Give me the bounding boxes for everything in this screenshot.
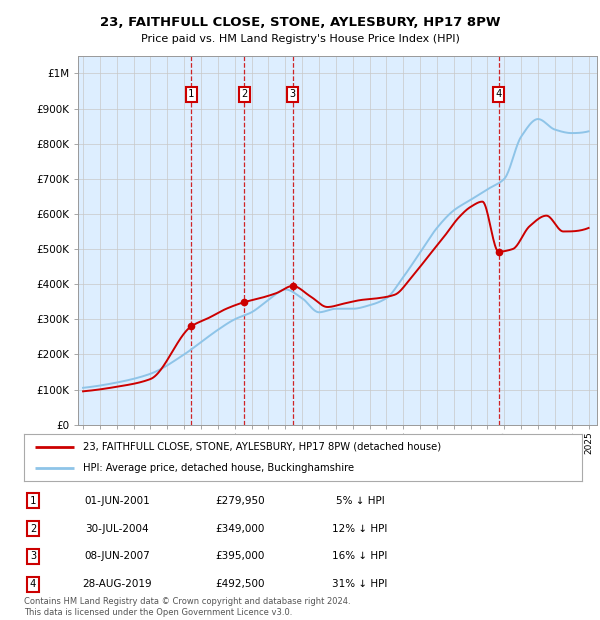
Text: £349,000: £349,000 <box>215 523 265 534</box>
Text: 5% ↓ HPI: 5% ↓ HPI <box>335 495 385 506</box>
Text: Contains HM Land Registry data © Crown copyright and database right 2024.
This d: Contains HM Land Registry data © Crown c… <box>24 598 350 617</box>
Text: £395,000: £395,000 <box>215 551 265 562</box>
Text: 30-JUL-2004: 30-JUL-2004 <box>85 523 149 534</box>
Text: 12% ↓ HPI: 12% ↓ HPI <box>332 523 388 534</box>
Text: 4: 4 <box>496 89 502 99</box>
Text: Price paid vs. HM Land Registry's House Price Index (HPI): Price paid vs. HM Land Registry's House … <box>140 34 460 44</box>
Text: 3: 3 <box>30 551 36 562</box>
Text: 1: 1 <box>30 495 36 506</box>
Text: 3: 3 <box>290 89 296 99</box>
Text: 1: 1 <box>188 89 194 99</box>
Text: 28-AUG-2019: 28-AUG-2019 <box>82 579 152 590</box>
Text: 08-JUN-2007: 08-JUN-2007 <box>84 551 150 562</box>
Text: 31% ↓ HPI: 31% ↓ HPI <box>332 579 388 590</box>
Text: £492,500: £492,500 <box>215 579 265 590</box>
Text: 23, FAITHFULL CLOSE, STONE, AYLESBURY, HP17 8PW: 23, FAITHFULL CLOSE, STONE, AYLESBURY, H… <box>100 16 500 29</box>
Text: £279,950: £279,950 <box>215 495 265 506</box>
Text: 01-JUN-2001: 01-JUN-2001 <box>84 495 150 506</box>
Text: 2: 2 <box>30 523 36 534</box>
Text: 16% ↓ HPI: 16% ↓ HPI <box>332 551 388 562</box>
Text: HPI: Average price, detached house, Buckinghamshire: HPI: Average price, detached house, Buck… <box>83 463 354 473</box>
Text: 2: 2 <box>241 89 248 99</box>
Text: 23, FAITHFULL CLOSE, STONE, AYLESBURY, HP17 8PW (detached house): 23, FAITHFULL CLOSE, STONE, AYLESBURY, H… <box>83 441 441 451</box>
Text: 4: 4 <box>30 579 36 590</box>
